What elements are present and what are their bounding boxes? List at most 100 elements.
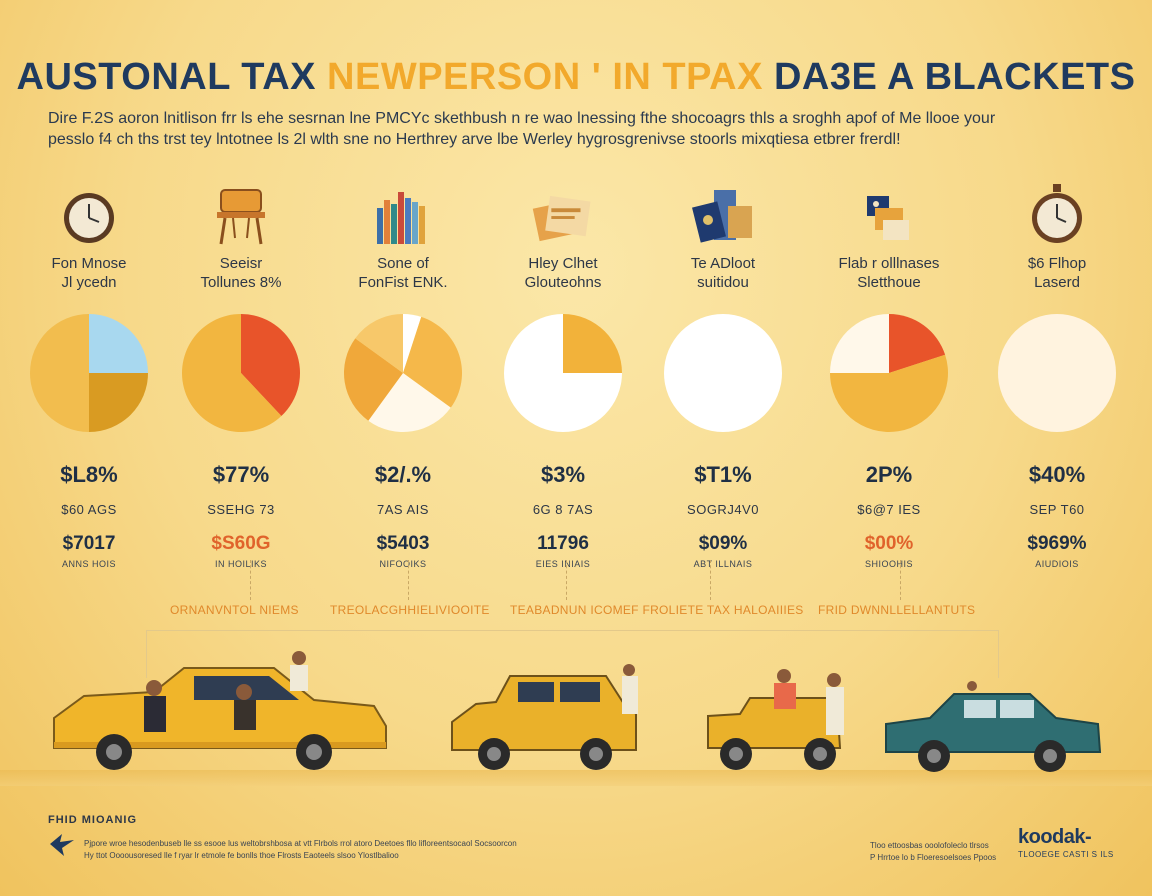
connector-bar (146, 630, 999, 631)
clock-icon (54, 180, 124, 246)
jeep-illustration (707, 669, 844, 770)
bracket-column: Te ADloot suitidou $T1% SOGRJ4V0 $09% AB… (648, 180, 798, 569)
bracket-column: $6 Flhop Laserd $40% SEP T60 $969% AIUDI… (982, 180, 1132, 569)
flag-icon (854, 180, 924, 246)
bracket-value: $7017 (62, 533, 116, 554)
clock-icon (1022, 180, 1092, 246)
pie-slice (344, 338, 403, 421)
bracket-sub: IN HOILIKS (214, 559, 267, 569)
bracket-percent: $77% (212, 462, 270, 487)
pie-slice (241, 314, 300, 417)
suv-illustration (451, 664, 638, 770)
bracket-sub: EIES INIAIS (535, 559, 591, 569)
bracket-amount: 6G 8 7AS (532, 502, 594, 517)
bracket-amount: SOGRJ4V0 (687, 502, 759, 517)
connector-line (710, 560, 711, 600)
pie-slice (403, 316, 462, 408)
bracket-label: $6 Flhop Laserd (1027, 255, 1087, 291)
footer-fine-right-2: P Hrrtoe lo b Floeresoelsoes Ppoos (870, 853, 997, 862)
title-part-2: NEWPERSON ' IN TPAX (327, 56, 763, 98)
pie-slice (830, 354, 948, 432)
taxi-scene-illustration (53, 651, 387, 770)
connector-label: TREOLACGHHIELIVIOOITE (330, 603, 490, 617)
bracket-sub: AIUDIOIS (1035, 559, 1079, 569)
connector-drop (998, 630, 999, 678)
page-title: AUSTONAL TAX NEWPERSON ' IN TPAX DA3E A … (0, 56, 1152, 99)
pie-slice (368, 373, 451, 432)
papers-icon (528, 180, 598, 246)
connector-line (408, 560, 409, 600)
bracket-label: Hley Clhet Glouteohns (524, 255, 602, 291)
bracket-sub: ANNS HOIS (61, 559, 116, 569)
pie-slice (998, 314, 1116, 432)
bracket-column: Seeisr Tollunes 8% $77% SSEHG 73 $S60G I… (166, 180, 316, 569)
bracket-sub: SHIOOHIS (864, 559, 913, 569)
bracket-percent: $T1% (694, 462, 752, 487)
bracket-percent: $40% (1028, 462, 1086, 487)
bracket-label: Flab r olllnases Sletthoue (838, 255, 940, 291)
bracket-column: Flab r olllnases Sletthoue 2P% $6@7 IES … (814, 180, 964, 569)
bracket-pie (662, 312, 784, 434)
bracket-sub: NIFOOIKS (379, 559, 427, 569)
passport-icon (688, 180, 758, 246)
brand-subtitle: TLOOEGE CASTI S ILS (1018, 850, 1114, 859)
connector-label: ORNANVNTOL NIEMS (170, 603, 299, 617)
footer-title: FHID MIOANIG (48, 814, 137, 826)
pie-slice (355, 314, 403, 373)
books-icon (368, 180, 438, 246)
bracket-value: 11796 (537, 533, 589, 554)
bracket-pie (502, 312, 624, 434)
pie-slice (563, 314, 622, 373)
bracket-label: Seeisr Tollunes 8% (200, 255, 282, 291)
pie-slice (181, 314, 282, 432)
pie-slice (664, 314, 782, 432)
bracket-pie (828, 312, 950, 434)
bracket-label: Fon Mnose Jl ycedn (51, 255, 127, 291)
bracket-amount: SSEHG 73 (207, 502, 275, 517)
bracket-column: Hley Clhet Glouteohns $3% 6G 8 7AS 11796… (488, 180, 638, 569)
bracket-column: Sone of FonFist ENK. $2/.% 7AS AIS $5403… (328, 180, 478, 569)
title-part-3: DA3E A BLACKETS (773, 56, 1136, 98)
connector-label: FRID DWNNLLELLANTUTS (818, 603, 976, 617)
bracket-amount: SEP T60 (1029, 502, 1085, 517)
bracket-sub: ABT ILLNAIS (693, 559, 753, 569)
bracket-value: $S60G (211, 533, 271, 554)
connector-line (566, 560, 567, 600)
bracket-label: Sone of FonFist ENK. (358, 255, 448, 291)
pie-slice (889, 314, 946, 373)
pie-slice (504, 314, 622, 432)
bracket-amount: $60 AGS (61, 502, 117, 517)
road (0, 770, 1152, 786)
bracket-value: $09% (698, 533, 748, 554)
bracket-percent: $L8% (60, 462, 118, 487)
intro-text: Dire F.2S aoron lnitlison frr ls ehe ses… (48, 108, 1108, 150)
bracket-amount: 7AS AIS (377, 502, 429, 517)
connector-line (900, 560, 901, 600)
bracket-value: $00% (864, 533, 914, 554)
teal-car-illustration (885, 681, 1102, 772)
bracket-label: Te ADloot suitidou (690, 255, 756, 291)
connector-drop (146, 630, 147, 678)
chair-icon (206, 180, 276, 246)
bracket-percent: $2/.% (374, 462, 432, 487)
bracket-percent: 2P% (865, 462, 913, 487)
connector-label: TEABADNUN ICOMEF FROLIETE TAX HALOAIIIES (510, 603, 804, 617)
bracket-value: $5403 (376, 533, 430, 554)
bracket-pie (342, 312, 464, 434)
footer-fine-left-2: Hy ttot Oooousoresed lle f ryar lr etmol… (84, 851, 399, 860)
bracket-pie (996, 312, 1118, 434)
pie-slice (830, 314, 889, 373)
bracket-amount: $6@7 IES (857, 502, 921, 517)
bracket-value: $969% (1027, 533, 1087, 554)
connector-line (250, 560, 251, 600)
bracket-percent: $3% (540, 462, 586, 487)
title-part-1: AUSTONAL TAX (16, 56, 316, 98)
bracket-pie (28, 312, 150, 434)
footer-fine-left-1: Pjpore wroe hesodenbuseb lle ss esooe lu… (84, 839, 517, 848)
pie-slice (89, 314, 148, 373)
bracket-column: Fon Mnose Jl ycedn $L8% $60 AGS $7017 AN… (14, 180, 164, 569)
footer-fine-right-1: Tloo ettoosbas ooolofoleclo tlrsos (870, 841, 989, 850)
bracket-pie (180, 312, 302, 434)
intro-line-1: Dire F.2S aoron lnitlison frr ls ehe ses… (48, 110, 996, 127)
intro-line-2: pesslo f4 ch ths trst tey lntotnee ls 2l… (48, 131, 901, 148)
